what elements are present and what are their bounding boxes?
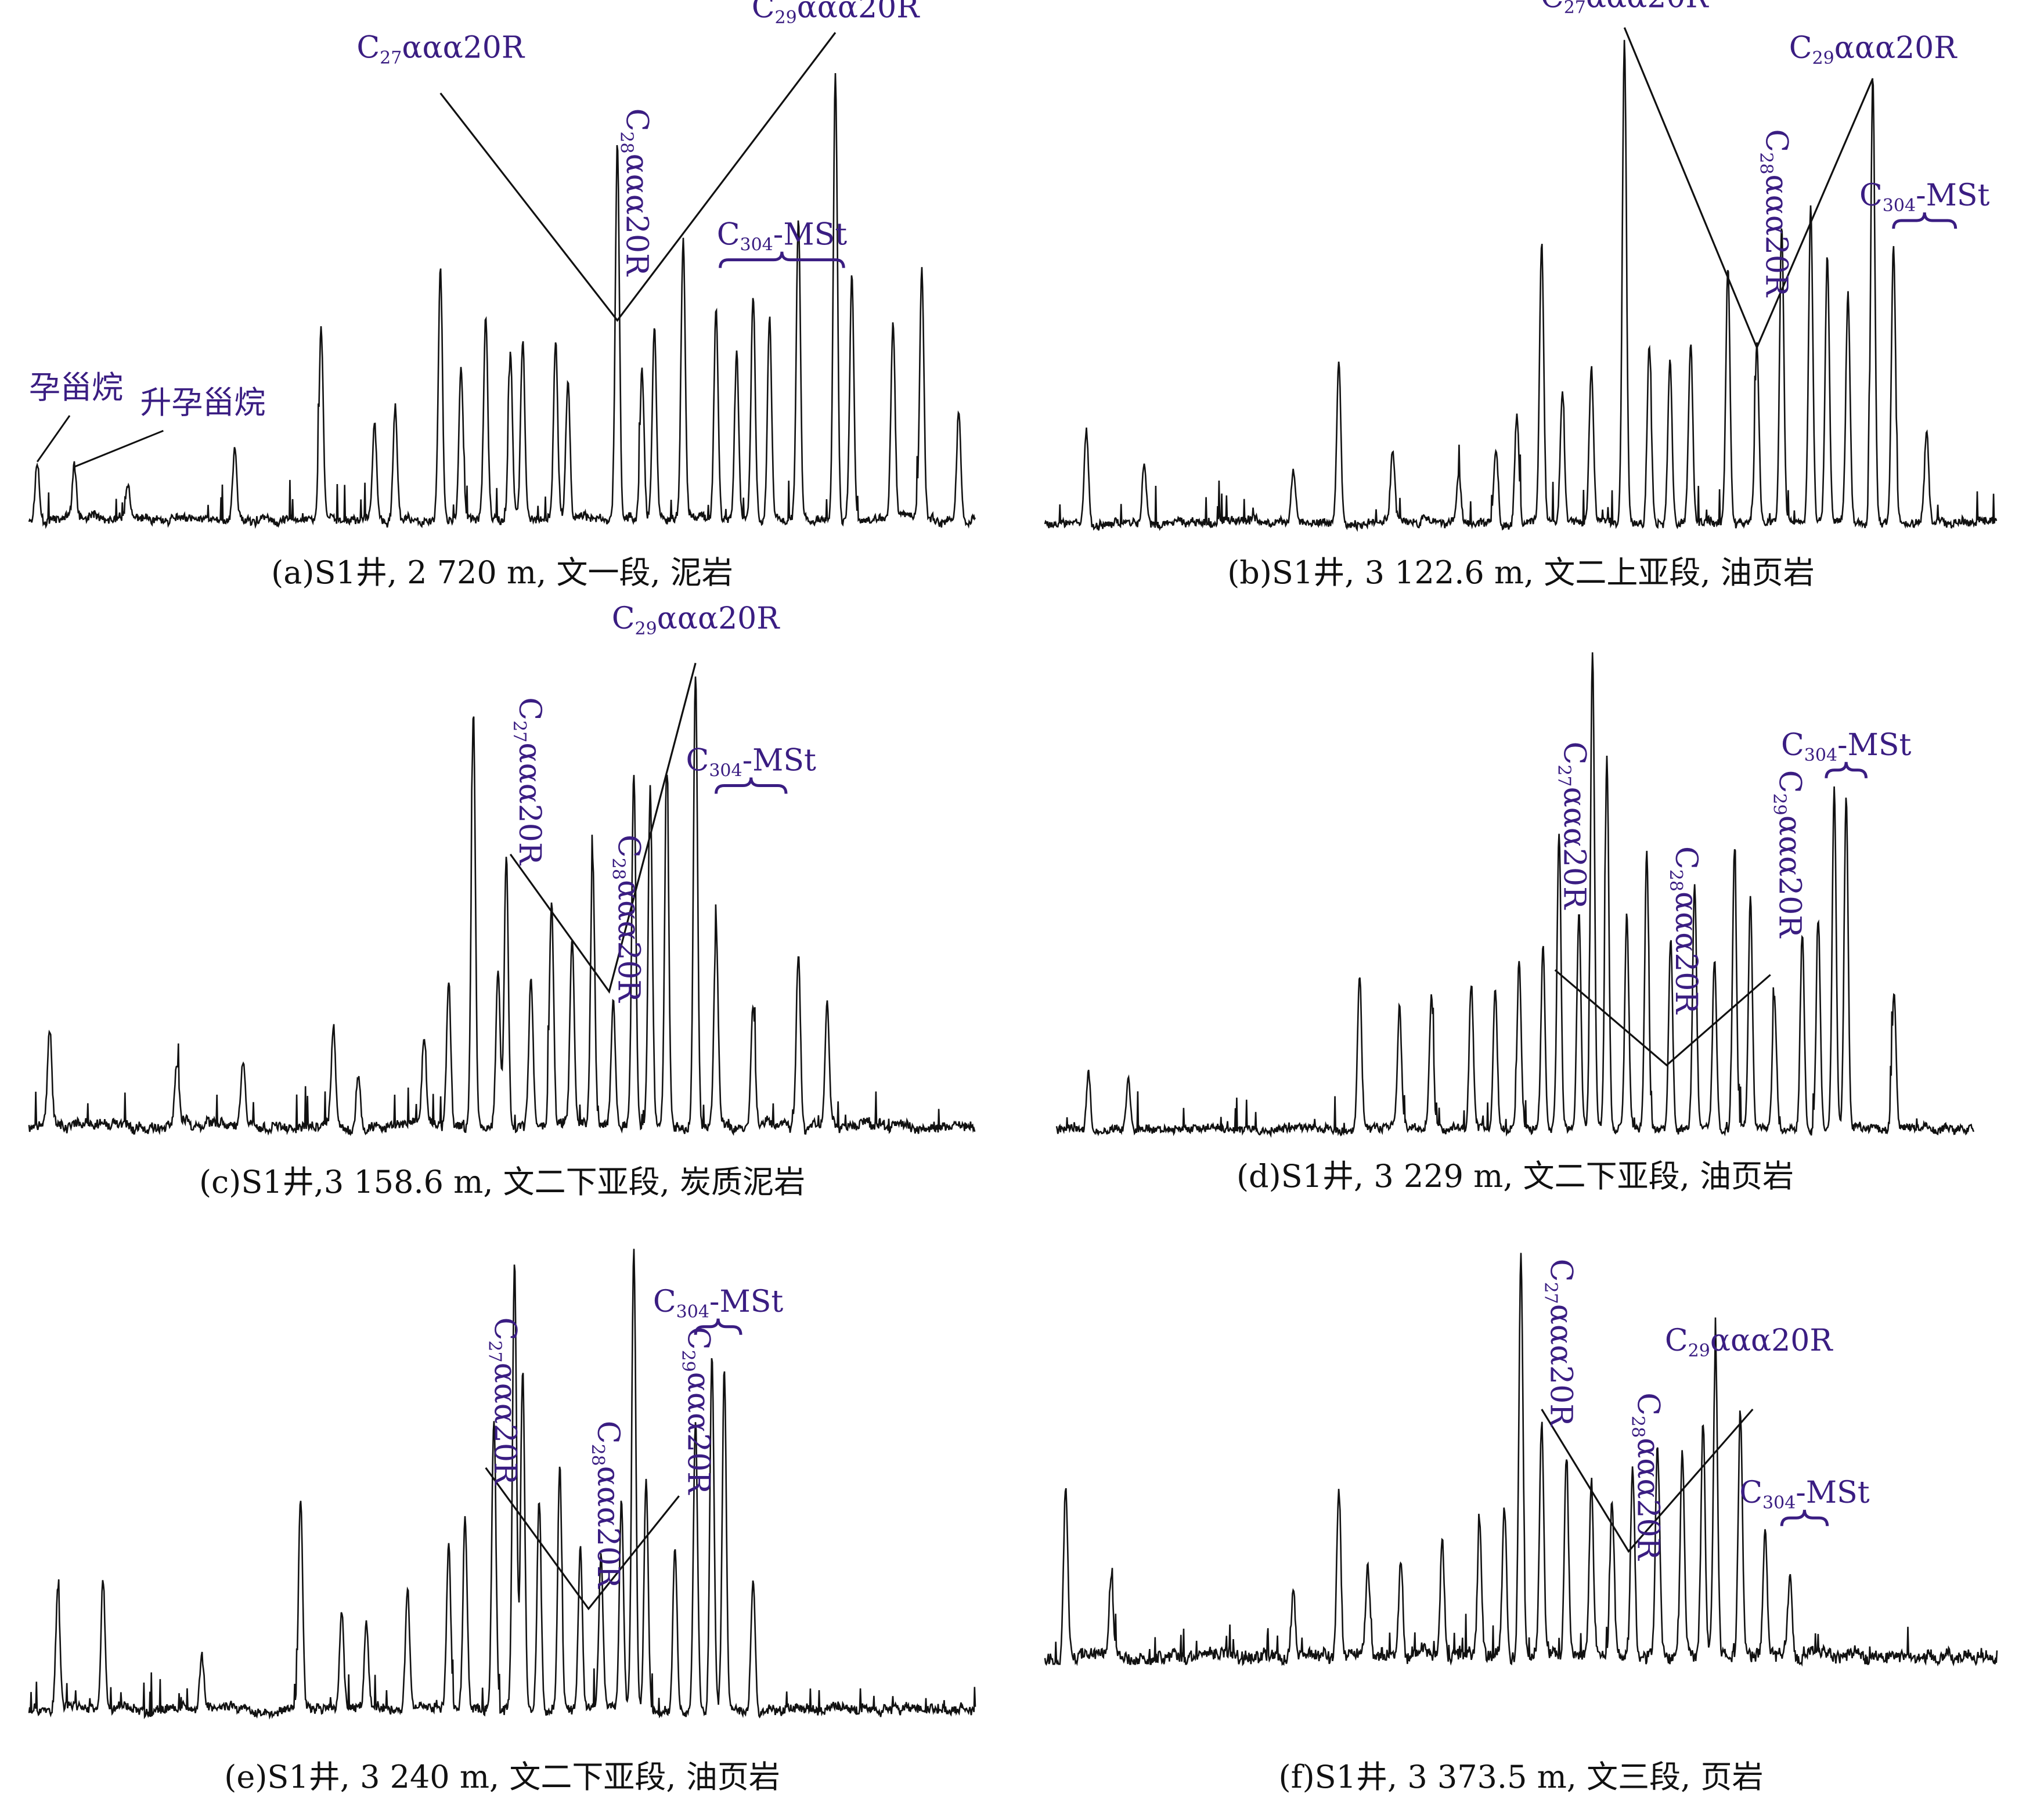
chromatogram-trace xyxy=(1044,1253,1998,1667)
c30-brace xyxy=(1780,1510,1829,1526)
c30-brace xyxy=(715,777,788,794)
chromatogram-trace xyxy=(1055,652,1975,1138)
compound-leader-line xyxy=(74,430,164,468)
peak-label: C27ααα20R xyxy=(356,31,525,68)
peak-label: C28ααα20R xyxy=(1755,129,1793,298)
c30-label: C304-MSt xyxy=(686,744,817,781)
peak-label: C28ααα20R xyxy=(1666,846,1703,1015)
panel-caption: (e)S1井, 3 240 m, 文二下亚段, 油页岩 xyxy=(224,1759,780,1795)
peak-label: C28ααα20R xyxy=(608,835,646,1003)
panel-caption: (d)S1井, 3 229 m, 文二下亚段, 油页岩 xyxy=(1237,1158,1794,1194)
peak-label: C29ααα20R xyxy=(612,601,780,639)
chromatogram-panel-e: C27ααα20R C28ααα20R C29ααα20R C304-MSt (e)S1… xyxy=(28,1248,976,1795)
sterane-connector-line xyxy=(1623,27,1874,350)
sterane-connector-line xyxy=(1541,1408,1754,1553)
c30-label: C304-MSt xyxy=(1739,1475,1870,1513)
sterane-connector-line xyxy=(1554,969,1771,1067)
peak-label: C28ααα20R xyxy=(1627,1392,1665,1561)
peak-label: C27ααα20R xyxy=(1541,0,1709,18)
peak-label: C29ααα20R xyxy=(1789,31,1958,68)
panel-caption: (a)S1井, 2 720 m, 文一段, 泥岩 xyxy=(271,554,733,591)
chromatogram-trace xyxy=(28,73,976,529)
peak-label: C27ααα20R xyxy=(1554,742,1592,910)
c30-brace xyxy=(1825,762,1868,778)
sterane-connector-line xyxy=(485,1467,680,1611)
c30-label: C304-MSt xyxy=(1781,728,1912,766)
panel-caption: (c)S1井,3 158.6 m, 文二下亚段, 炭质泥岩 xyxy=(199,1164,805,1200)
chromatogram-trace xyxy=(1044,39,1998,532)
peak-label: C29ααα20R xyxy=(678,1327,716,1495)
sterane-connector-line xyxy=(509,662,697,994)
panel-caption: (f)S1井, 3 373.5 m, 文三段, 页岩 xyxy=(1279,1759,1764,1795)
compound-label: 升孕甾烷 xyxy=(140,384,265,421)
c30-label: C304-MSt xyxy=(717,218,848,255)
chromatogram-trace xyxy=(28,676,976,1136)
chromatogram-panel-a: C27ααα20R C28ααα20R C29ααα20R C304-MSt 孕甾烷 升孕… xyxy=(28,0,976,591)
chromatogram-trace xyxy=(28,1248,976,1720)
sterane-connector-line xyxy=(439,32,837,322)
c30-label: C304-MSt xyxy=(1859,178,1990,216)
c30-brace xyxy=(1892,212,1958,229)
compound-label: 孕甾烷 xyxy=(29,369,123,406)
peak-label: C28ααα20R xyxy=(587,1421,625,1589)
peak-label: C27ααα20R xyxy=(509,697,547,865)
chromatogram-panel-d: C27ααα20R C28ααα20R C29ααα20R C304-MSt (d)S1… xyxy=(1055,652,1975,1194)
c30-label: C304-MSt xyxy=(653,1284,784,1322)
peak-label: C29ααα20R xyxy=(752,0,920,28)
c30-brace xyxy=(694,1318,742,1335)
peak-label: C28ααα20R xyxy=(616,109,654,277)
peak-label: C29ααα20R xyxy=(1769,770,1807,939)
compound-leader-line xyxy=(36,415,71,463)
peak-label: C27ααα20R xyxy=(485,1318,522,1486)
chromatogram-panel-c: C27ααα20R C28ααα20R C29ααα20R C304-MSt (c)S1… xyxy=(28,601,976,1200)
c30-brace xyxy=(719,251,845,268)
panel-caption: (b)S1井, 3 122.6 m, 文二上亚段, 油页岩 xyxy=(1227,554,1815,591)
chromatogram-panel-b: C27ααα20R C28ααα20R C29ααα20R C304-MSt (b)S1… xyxy=(1044,0,1998,591)
peak-label: C29ααα20R xyxy=(1665,1323,1833,1361)
peak-label: C27ααα20R xyxy=(1541,1259,1578,1427)
